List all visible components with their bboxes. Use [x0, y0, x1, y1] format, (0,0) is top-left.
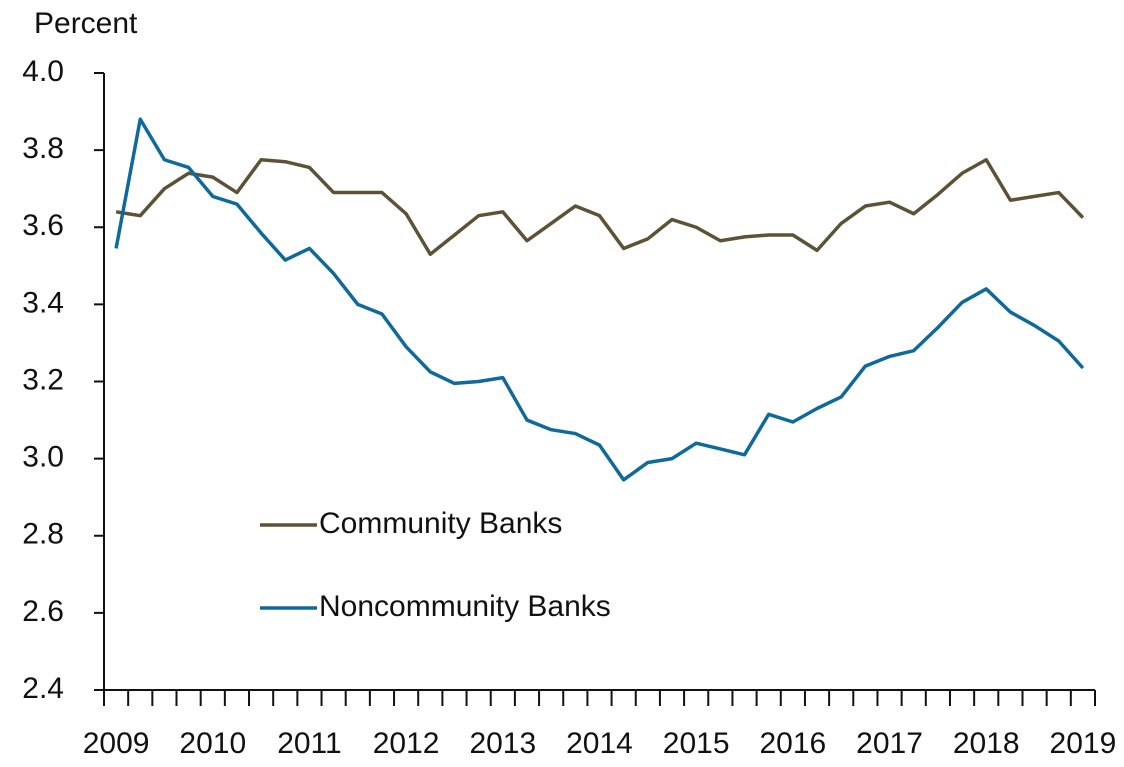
series-line — [115, 158, 1085, 256]
x-tick-label: 2018 — [953, 727, 1020, 760]
x-tick-label: 2010 — [179, 727, 246, 760]
x-tick-label: 2011 — [277, 727, 342, 760]
x-tick-label: 2013 — [469, 727, 536, 760]
y-tick-label: 3.0 — [22, 441, 64, 474]
x-tick-label: 2015 — [663, 727, 730, 760]
y-tick-label: 3.2 — [22, 363, 64, 396]
y-tick-label: 3.4 — [22, 286, 64, 319]
x-tick-label: 2014 — [566, 727, 633, 760]
y-axis-label: Percent — [34, 7, 138, 40]
x-tick-label: 2012 — [373, 727, 440, 760]
x-tick-label: 2016 — [759, 727, 826, 760]
y-tick-label: 2.8 — [22, 518, 64, 551]
y-tick-label: 3.8 — [22, 132, 64, 165]
x-tick-label: 2019 — [1050, 727, 1117, 760]
series-line — [114, 117, 1085, 482]
legend-label: Noncommunity Banks — [319, 590, 611, 623]
x-tick-label: 2009 — [83, 727, 150, 760]
y-tick-label: 2.6 — [22, 595, 64, 628]
y-tick-label: 3.6 — [22, 209, 64, 242]
y-tick-label: 2.4 — [22, 672, 64, 705]
legend-label: Community Banks — [319, 507, 562, 540]
x-tick-label: 2017 — [856, 727, 923, 760]
y-tick-label: 4.0 — [22, 55, 64, 88]
